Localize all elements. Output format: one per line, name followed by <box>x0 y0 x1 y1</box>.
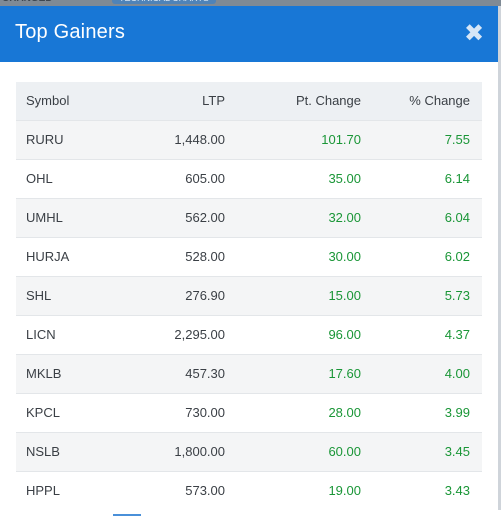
symbol-cell: MKLB <box>26 366 62 381</box>
ltp-cell: 457.30 <box>185 366 225 381</box>
table-row[interactable]: NSLB 1,800.00 60.00 3.45 <box>16 432 482 471</box>
table-row[interactable]: LICN 2,295.00 96.00 4.37 <box>16 315 482 354</box>
pt-change-cell: 30.00 <box>328 249 361 264</box>
pct-change-cell: 3.43 <box>444 483 470 499</box>
ltp-cell: 605.00 <box>185 171 225 186</box>
pct-change-cell: 6.04 <box>444 210 470 225</box>
table-row[interactable]: UMHL 562.00 32.00 6.04 <box>16 198 482 237</box>
symbol-cell: UMHL <box>26 210 63 225</box>
pct-change-cell: 3.99 <box>444 405 470 420</box>
modal-title: Top Gainers <box>15 21 126 43</box>
column-header-ltp[interactable]: LTP <box>202 93 225 109</box>
table-row[interactable]: MKLB 457.30 17.60 4.00 <box>16 354 482 393</box>
symbol-cell: LICN <box>26 327 56 342</box>
ltp-cell: 1,800.00 <box>174 444 225 459</box>
pct-change-cell: 6.14 <box>444 171 470 186</box>
pt-change-cell: 60.00 <box>328 444 361 459</box>
pt-change-cell: 17.60 <box>328 366 361 381</box>
ltp-cell: 276.90 <box>185 288 225 303</box>
page-backdrop: CHANGED TECHNICAL CHARTS <box>0 0 501 6</box>
pt-change-cell: 28.00 <box>328 405 361 420</box>
backdrop-partial-tab: TECHNICAL CHARTS <box>112 0 216 4</box>
table-row[interactable]: HURJA 528.00 30.00 6.02 <box>16 237 482 276</box>
pct-change-cell: 3.45 <box>444 444 470 459</box>
symbol-cell: NSLB <box>26 444 60 459</box>
table-row[interactable]: OHL 605.00 35.00 6.14 <box>16 159 482 198</box>
ltp-cell: 2,295.00 <box>174 327 225 342</box>
table-header-row: Symbol LTP Pt. Change % Change <box>16 82 482 120</box>
backdrop-partial-label: CHANGED <box>2 0 53 4</box>
table-row[interactable]: HPPL 573.00 19.00 3.43 <box>16 471 482 510</box>
pct-change-cell: 7.55 <box>444 132 470 147</box>
symbol-cell: RURU <box>26 132 64 147</box>
ltp-cell: 573.00 <box>185 483 225 499</box>
pt-change-cell: 101.70 <box>321 132 361 147</box>
symbol-cell: HPPL <box>26 483 60 499</box>
symbol-cell: OHL <box>26 171 53 186</box>
pt-change-cell: 32.00 <box>328 210 361 225</box>
ltp-cell: 562.00 <box>185 210 225 225</box>
column-header-pt-change[interactable]: Pt. Change <box>295 93 361 109</box>
column-header-symbol[interactable]: Symbol <box>26 93 70 109</box>
pct-change-cell: 4.00 <box>444 366 470 381</box>
column-header-pct-change[interactable]: % Change <box>409 93 470 109</box>
symbol-cell: SHL <box>26 288 52 303</box>
ltp-cell: 1,448.00 <box>174 132 225 147</box>
pt-change-cell: 15.00 <box>328 288 361 303</box>
modal-header: Top Gainers ✖ <box>0 6 498 62</box>
gainers-table: Symbol LTP Pt. Change % Change RURU 1,44… <box>16 82 482 510</box>
pt-change-cell: 19.00 <box>328 483 361 499</box>
pt-change-cell: 35.00 <box>328 171 361 186</box>
table-row[interactable]: RURU 1,448.00 101.70 7.55 <box>16 120 482 159</box>
pct-change-cell: 6.02 <box>444 249 470 264</box>
symbol-cell: HURJA <box>26 249 70 264</box>
ltp-cell: 730.00 <box>185 405 225 420</box>
pct-change-cell: 4.37 <box>444 327 470 342</box>
table-row[interactable]: KPCL 730.00 28.00 3.99 <box>16 393 482 432</box>
symbol-cell: KPCL <box>26 405 60 420</box>
top-gainers-modal: Top Gainers ✖ Symbol LTP Pt. Change % Ch… <box>0 6 501 516</box>
table-row[interactable]: SHL 276.90 15.00 5.73 <box>16 276 482 315</box>
ltp-cell: 528.00 <box>185 249 225 264</box>
pct-change-cell: 5.73 <box>444 288 470 303</box>
close-icon[interactable]: ✖ <box>464 20 485 47</box>
pt-change-cell: 96.00 <box>328 327 361 342</box>
